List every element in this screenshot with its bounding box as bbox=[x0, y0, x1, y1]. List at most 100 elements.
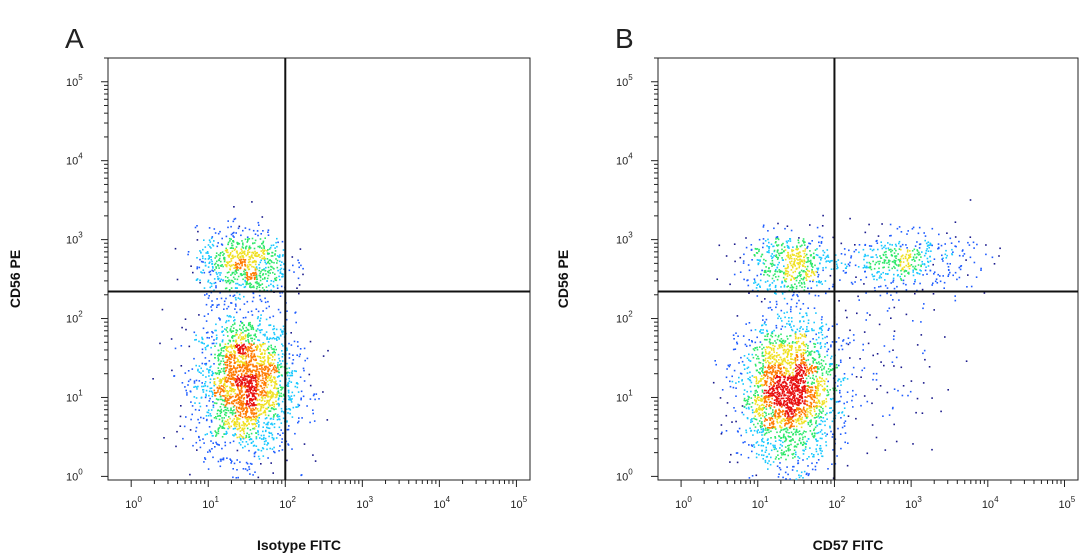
data-point bbox=[276, 376, 279, 378]
data-point bbox=[267, 406, 270, 409]
data-point bbox=[223, 363, 225, 366]
data-point bbox=[826, 350, 828, 353]
data-point bbox=[847, 442, 849, 444]
data-point bbox=[230, 344, 232, 346]
data-point bbox=[797, 404, 799, 406]
data-point bbox=[254, 276, 256, 279]
data-point bbox=[298, 404, 301, 407]
data-point bbox=[234, 399, 236, 402]
data-point bbox=[801, 373, 803, 376]
data-point bbox=[190, 401, 192, 403]
data-point bbox=[244, 337, 246, 340]
data-point bbox=[292, 354, 294, 356]
data-point bbox=[224, 394, 227, 397]
data-point bbox=[813, 329, 815, 332]
data-point bbox=[255, 415, 257, 418]
data-point bbox=[205, 389, 208, 392]
data-point bbox=[838, 364, 840, 367]
data-point bbox=[257, 430, 259, 432]
data-point bbox=[260, 370, 263, 372]
data-point bbox=[775, 456, 778, 458]
data-point bbox=[234, 392, 236, 395]
data-point bbox=[802, 432, 805, 434]
data-point bbox=[241, 274, 244, 276]
data-point bbox=[799, 375, 802, 377]
data-point bbox=[794, 383, 796, 385]
data-point bbox=[242, 327, 244, 330]
data-point bbox=[804, 392, 807, 394]
data-point bbox=[230, 371, 232, 374]
data-point bbox=[743, 399, 746, 402]
data-point bbox=[762, 372, 765, 374]
data-point bbox=[263, 382, 266, 385]
data-point bbox=[780, 317, 782, 320]
data-point bbox=[261, 343, 264, 346]
data-point bbox=[240, 376, 242, 378]
data-point bbox=[205, 419, 208, 422]
data-point bbox=[274, 413, 277, 415]
data-point bbox=[803, 364, 805, 366]
data-point bbox=[209, 241, 212, 243]
data-point bbox=[780, 367, 782, 369]
data-point bbox=[238, 425, 241, 427]
data-point bbox=[283, 268, 285, 271]
data-point bbox=[788, 349, 790, 351]
data-point bbox=[805, 473, 808, 476]
data-point bbox=[252, 296, 255, 299]
data-point bbox=[250, 355, 252, 357]
data-point bbox=[226, 314, 229, 317]
data-point bbox=[277, 364, 279, 366]
data-point bbox=[794, 394, 796, 396]
data-point bbox=[773, 374, 775, 377]
data-point bbox=[224, 276, 227, 278]
data-point bbox=[843, 422, 846, 424]
data-point bbox=[774, 427, 776, 429]
data-point bbox=[806, 314, 808, 317]
data-point bbox=[730, 453, 732, 456]
data-point bbox=[774, 444, 776, 447]
data-point bbox=[253, 334, 255, 337]
data-point bbox=[202, 257, 204, 260]
data-point bbox=[255, 372, 257, 375]
data-point bbox=[789, 384, 791, 387]
data-point bbox=[791, 346, 793, 349]
data-point bbox=[240, 274, 243, 277]
data-point bbox=[765, 395, 768, 398]
data-point bbox=[273, 387, 275, 389]
data-point bbox=[268, 248, 271, 250]
data-point bbox=[770, 384, 772, 386]
data-point bbox=[728, 365, 731, 368]
data-point bbox=[226, 331, 229, 333]
data-point bbox=[250, 441, 253, 444]
data-point bbox=[240, 336, 243, 338]
data-point bbox=[838, 411, 841, 414]
data-point bbox=[234, 373, 236, 376]
data-point bbox=[267, 352, 270, 354]
data-point bbox=[212, 267, 214, 269]
data-point bbox=[208, 375, 210, 377]
data-point bbox=[276, 393, 279, 395]
data-point bbox=[794, 414, 797, 417]
data-point bbox=[221, 425, 224, 428]
data-point bbox=[240, 397, 243, 399]
data-point bbox=[232, 276, 235, 279]
data-point bbox=[273, 338, 276, 340]
data-point bbox=[280, 389, 282, 391]
data-point bbox=[210, 440, 212, 442]
data-point bbox=[810, 383, 813, 385]
data-point bbox=[227, 427, 229, 430]
data-point bbox=[274, 385, 276, 387]
data-point bbox=[260, 393, 263, 395]
data-point bbox=[294, 312, 296, 314]
data-point bbox=[786, 356, 788, 358]
data-point bbox=[255, 437, 258, 440]
data-point bbox=[803, 333, 806, 335]
data-point bbox=[789, 478, 791, 480]
data-point bbox=[298, 284, 301, 286]
data-point bbox=[761, 343, 763, 346]
data-point bbox=[783, 451, 785, 453]
data-point bbox=[844, 377, 846, 379]
data-point bbox=[254, 346, 257, 348]
data-point bbox=[818, 361, 820, 363]
data-point bbox=[241, 386, 243, 388]
